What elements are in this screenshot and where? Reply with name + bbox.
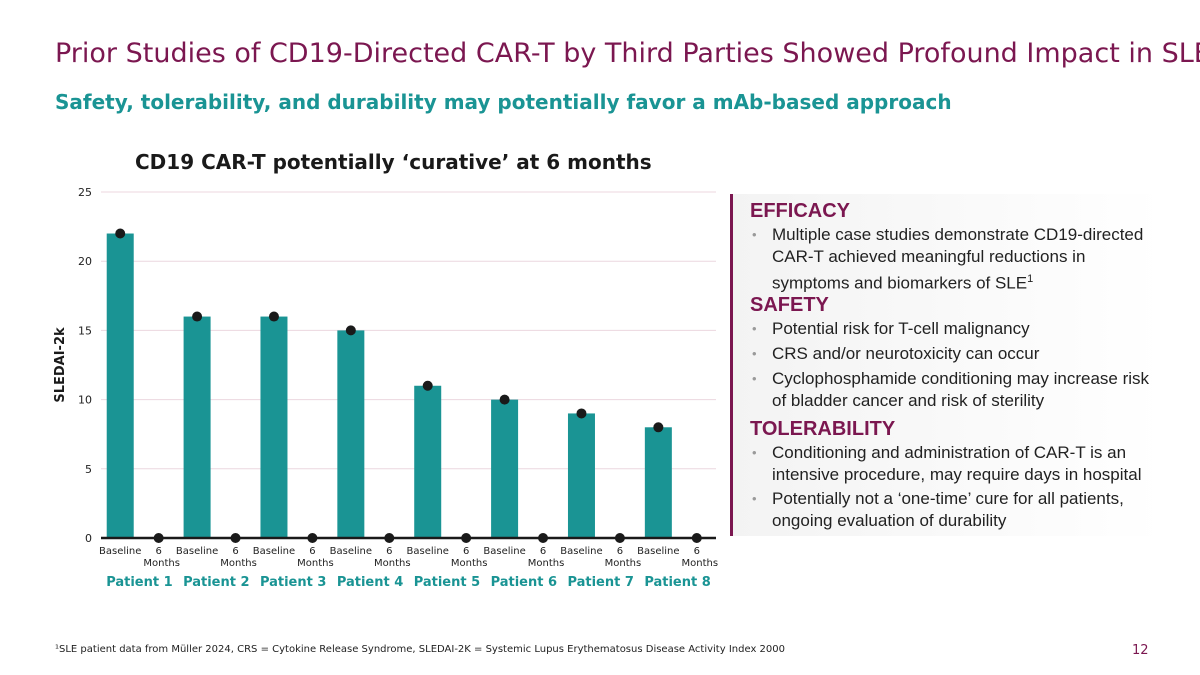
x-tick-label: Months [297, 558, 334, 569]
page-number: 12 [1132, 643, 1149, 658]
x-tick-label: Baseline [637, 546, 679, 557]
x-tick-label: Baseline [330, 546, 372, 557]
marker-baseline [115, 228, 126, 239]
bar-baseline [414, 385, 442, 538]
slide-title: Prior Studies of CD19-Directed CAR-T by … [55, 38, 1200, 69]
tolerability-bullet-2: • Potentially not a ‘one-time’ cure for a… [750, 488, 1160, 532]
slide-subtitle: Safety, tolerability, and durability may… [55, 90, 952, 114]
x-tick-label: 6 [309, 546, 315, 557]
footnote-marker: 1 [1027, 273, 1034, 285]
patient-label: Patient 3 [260, 575, 326, 590]
safety-bullet-3-text: Cyclophosphamide conditioning may increa… [772, 369, 1150, 410]
x-tick-label: 6 [463, 546, 469, 557]
marker-baseline [268, 311, 279, 322]
bullet-dot: • [752, 227, 757, 242]
safety-bullet-1: • Potential risk for T-cell malignancy [750, 318, 1160, 340]
marker-baseline [422, 380, 433, 391]
x-tick-label: 6 [540, 546, 546, 557]
bar-baseline [183, 316, 211, 538]
marker-baseline [576, 408, 587, 419]
patient-label: Patient 4 [337, 575, 403, 590]
bar-baseline [567, 413, 595, 538]
x-tick-label: Months [374, 558, 411, 569]
efficacy-bullet-1-text: Multiple case studies demonstrate CD19-d… [772, 225, 1144, 293]
bullet-dot: • [752, 346, 757, 361]
y-axis-label: SLEDAI-2k [53, 327, 68, 403]
patient-label: Patient 6 [491, 575, 557, 590]
efficacy-bullet-1: • Multiple case studies demonstrate CD19-… [750, 224, 1160, 295]
x-tick-label: Months [605, 558, 642, 569]
x-tick-label: Baseline [253, 546, 295, 557]
safety-bullet-1-text: Potential risk for T-cell malignancy [772, 319, 1030, 338]
y-tick-label: 0 [85, 532, 92, 545]
x-tick-label: Baseline [176, 546, 218, 557]
x-tick-label: Months [220, 558, 257, 569]
x-tick-label: Months [143, 558, 180, 569]
tolerability-heading: TOLERABILITY [750, 418, 896, 440]
x-tick-label: Months [451, 558, 488, 569]
x-tick-label: 6 [232, 546, 238, 557]
marker-baseline [499, 394, 510, 405]
x-tick-label: Months [682, 558, 719, 569]
x-tick-label: Baseline [560, 546, 602, 557]
marker-baseline [345, 325, 356, 336]
patient-label: Patient 2 [183, 575, 249, 590]
x-tick-label: 6 [386, 546, 392, 557]
patient-label: Patient 5 [414, 575, 480, 590]
tolerability-bullet-1: • Conditioning and administration of CAR-… [750, 442, 1160, 486]
footnote: ¹SLE patient data from Müller 2024, CRS … [55, 644, 785, 655]
x-tick-label: Baseline [99, 546, 141, 557]
safety-bullet-2: • CRS and/or neurotoxicity can occur [750, 343, 1160, 365]
bar-baseline [106, 233, 134, 538]
patient-label: Patient 1 [106, 575, 172, 590]
x-tick-label: 6 [617, 546, 623, 557]
y-tick-label: 20 [78, 255, 92, 268]
tolerability-bullet-2-text: Potentially not a ‘one-time’ cure for al… [772, 489, 1124, 530]
y-tick-label: 25 [78, 186, 92, 199]
bar-baseline [260, 316, 288, 538]
chart-title: CD19 CAR-T potentially ‘curative’ at 6 m… [135, 150, 652, 174]
safety-bullet-3: • Cyclophosphamide conditioning may incre… [750, 368, 1160, 412]
tolerability-bullet-1-text: Conditioning and administration of CAR-T… [772, 443, 1142, 484]
x-tick-label: Months [528, 558, 565, 569]
bullet-dot: • [752, 491, 757, 506]
y-tick-label: 10 [78, 394, 92, 407]
patient-label: Patient 7 [567, 575, 633, 590]
efficacy-heading: EFFICACY [750, 200, 850, 222]
x-tick-label: 6 [155, 546, 161, 557]
bar-baseline [644, 427, 672, 538]
patient-label: Patient 8 [644, 575, 710, 590]
safety-bullet-2-text: CRS and/or neurotoxicity can occur [772, 344, 1040, 363]
safety-heading: SAFETY [750, 294, 829, 316]
findings-panel: EFFICACY • Multiple case studies demonstr… [730, 194, 1163, 536]
x-tick-label: Baseline [407, 546, 449, 557]
bullet-dot: • [752, 445, 757, 460]
marker-baseline [192, 311, 203, 322]
y-tick-label: 5 [85, 463, 92, 476]
bar-baseline [491, 399, 519, 538]
y-tick-label: 15 [78, 324, 92, 337]
bar-baseline [337, 330, 365, 538]
x-tick-label: Baseline [483, 546, 525, 557]
x-tick-label: 6 [694, 546, 700, 557]
bullet-dot: • [752, 371, 757, 386]
bullet-dot: • [752, 321, 757, 336]
marker-baseline [653, 422, 664, 433]
